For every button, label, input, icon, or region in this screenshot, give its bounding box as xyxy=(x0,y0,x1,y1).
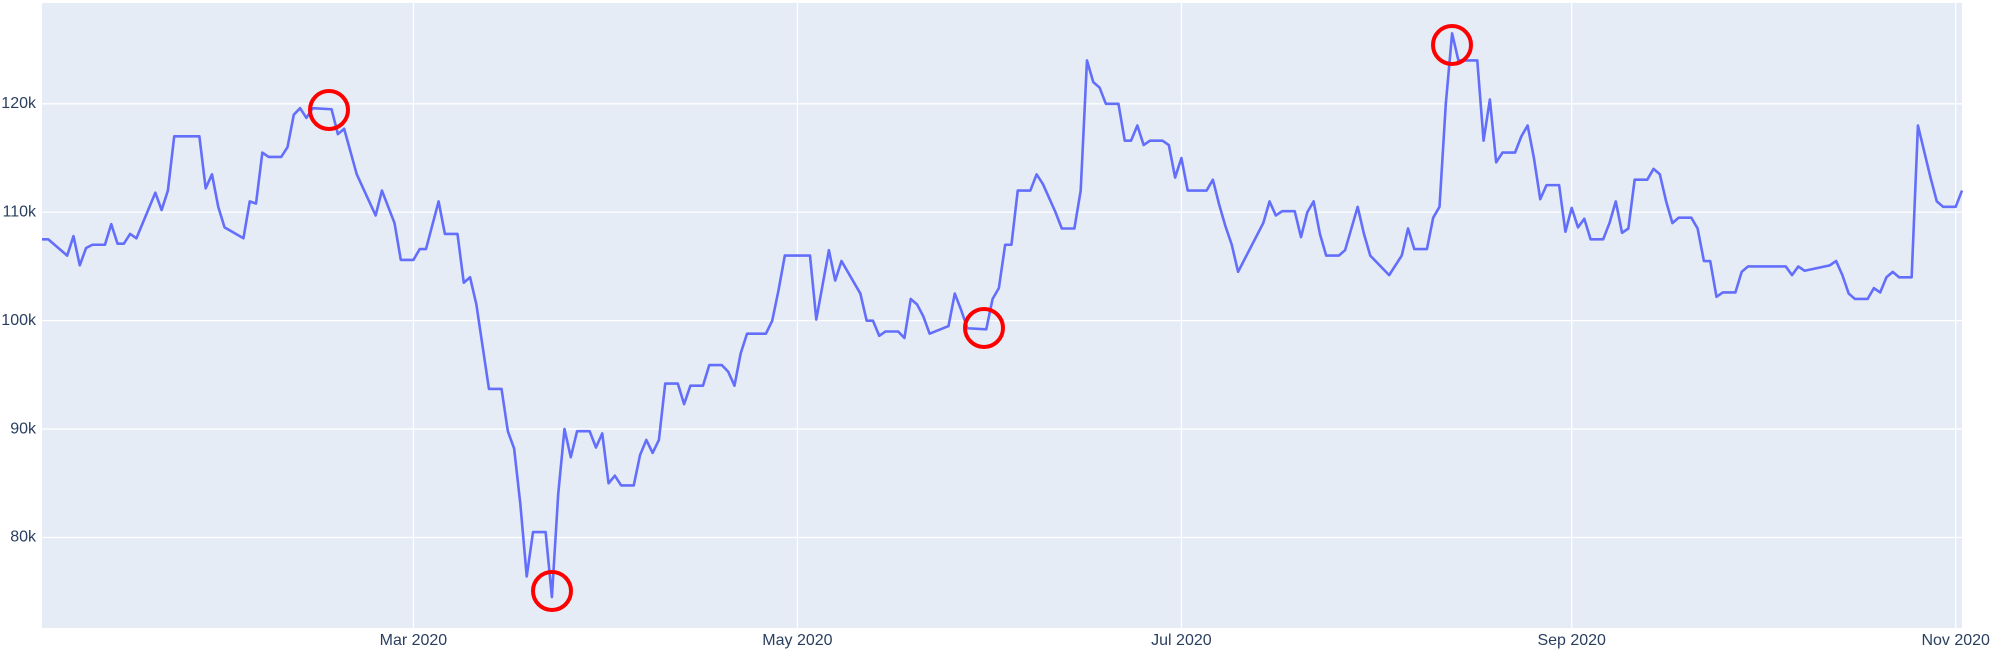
x-tick-label: Sep 2020 xyxy=(1537,632,1606,649)
y-tick-label: 110k xyxy=(2,203,37,220)
highlight-circle xyxy=(531,570,573,612)
marks xyxy=(42,32,1964,599)
y-tick-label: 120k xyxy=(1,95,37,112)
y-tick-label: 90k xyxy=(10,420,37,437)
highlight-circles xyxy=(308,24,1473,612)
x-tick-label: May 2020 xyxy=(762,632,832,649)
x-tick-label: Jul 2020 xyxy=(1151,632,1212,649)
highlight-circle xyxy=(1431,24,1473,66)
highlight-circle xyxy=(308,89,350,131)
x-tick-label: Mar 2020 xyxy=(380,632,448,649)
x-tick-label: Nov 2020 xyxy=(1921,632,1990,649)
y-tick-label: 80k xyxy=(10,529,37,546)
highlight-circle xyxy=(963,307,1005,349)
plot-area xyxy=(42,3,1962,628)
data-line xyxy=(42,32,1964,599)
y-tick-label: 100k xyxy=(1,312,37,329)
